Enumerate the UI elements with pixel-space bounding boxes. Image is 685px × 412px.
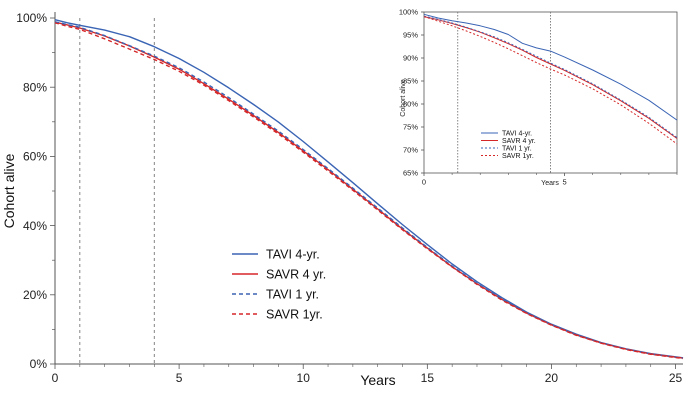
x-tick-label: 15 xyxy=(421,371,435,385)
y-tick-label: 40% xyxy=(23,219,47,233)
y-axis-title: Cohort alive xyxy=(1,153,17,228)
y-tick-label: 0% xyxy=(30,357,48,371)
x-tick-label: 0 xyxy=(422,178,426,187)
legend-label: SAVR 4 yr. xyxy=(266,267,326,281)
y-tick-label: 60% xyxy=(23,150,47,164)
x-axis-title: Years xyxy=(360,372,395,388)
legend-label: TAVI 1 yr. xyxy=(266,287,319,301)
y-tick-label: 70% xyxy=(403,146,418,155)
y-tick-label: 100% xyxy=(16,11,47,25)
y-tick-label: 80% xyxy=(403,100,418,109)
x-tick-label: 5 xyxy=(562,178,566,187)
legend-label: SAVR 1yr. xyxy=(502,153,534,160)
y-tick-label: 65% xyxy=(403,169,418,178)
y-tick-label: 100% xyxy=(399,8,419,17)
legend: TAVI 4-yr. SAVR 4 yr. TAVI 1 yr. SAVR 1yr. xyxy=(232,247,326,321)
x-tick-label: 0 xyxy=(52,371,59,385)
x-tick-label: 20 xyxy=(545,371,559,385)
y-tick-label: 20% xyxy=(23,288,47,302)
y-tick-label: 95% xyxy=(403,31,418,40)
x-tick-label: 5 xyxy=(176,371,183,385)
legend-label: TAVI 4-yr. xyxy=(266,247,320,261)
x-tick-label: 10 xyxy=(297,371,311,385)
x-axis-title: Years xyxy=(541,180,559,187)
series-line-tavi-1-yr xyxy=(423,15,678,139)
legend-label: TAVI 1 yr. xyxy=(502,145,532,152)
legend-label: TAVI 4-yr. xyxy=(502,130,532,137)
y-tick-label: 90% xyxy=(403,54,418,63)
series-line-tavi-4-yr xyxy=(423,13,678,121)
y-tick-label: 75% xyxy=(403,123,418,132)
series-line-savr-1yr xyxy=(423,16,678,145)
series-line-savr-1yr xyxy=(54,22,684,360)
legend: TAVI 4-yr.SAVR 4 yr.TAVI 1 yr.SAVR 1yr. xyxy=(481,130,536,160)
x-tick-label: 25 xyxy=(669,371,683,385)
y-tick-label: 85% xyxy=(403,77,418,86)
legend-label: SAVR 1yr. xyxy=(266,307,323,321)
y-axis-title: Cohort alive xyxy=(400,79,407,116)
y-tick-label: 80% xyxy=(23,80,47,94)
legend-label: SAVR 4 yr. xyxy=(502,138,536,145)
